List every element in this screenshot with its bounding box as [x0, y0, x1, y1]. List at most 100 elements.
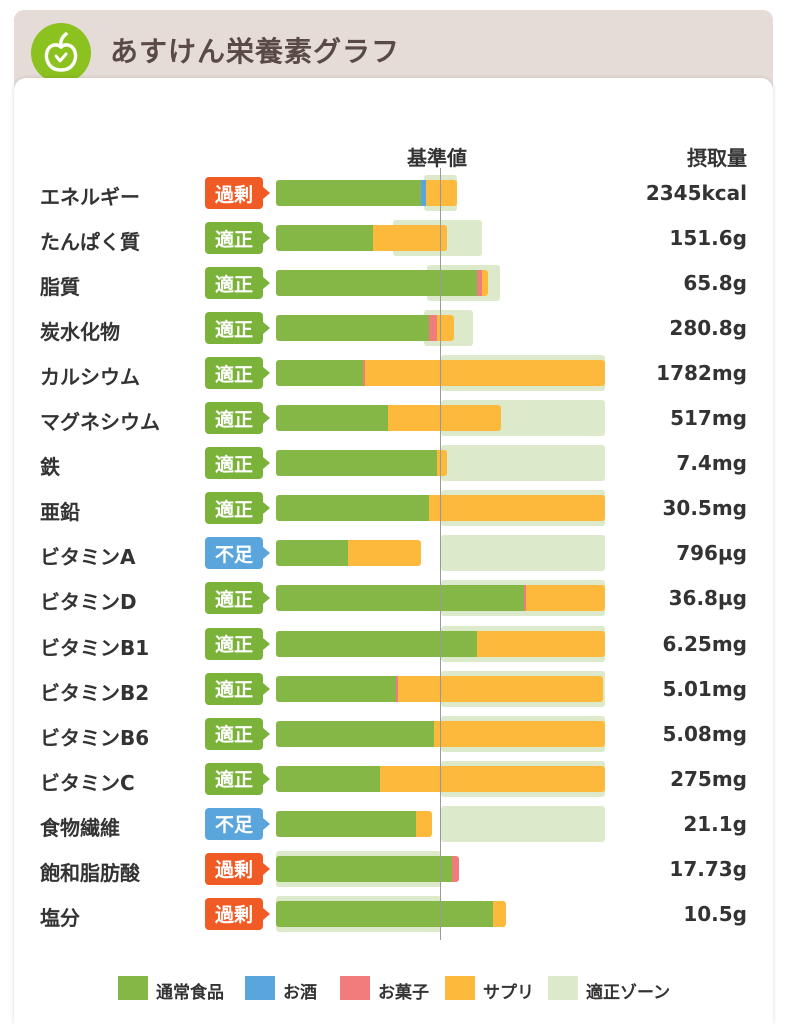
nutrient-row: ビタミンD 適正 36.8µg: [0, 580, 787, 620]
bar-segment-snack: [396, 675, 398, 702]
bar-segment-supplement: [373, 225, 448, 252]
nutrient-label: 食物繊維: [40, 815, 120, 840]
nutrient-label: ビタミンB2: [40, 680, 150, 705]
legend: 通常食品 お酒 お菓子 サプリ 適正ゾーン: [0, 976, 787, 1003]
bar-segment-supplement: [476, 630, 605, 657]
bar-segment-supplement: [433, 720, 605, 747]
status-badge: 適正: [205, 717, 270, 750]
intake-value: 2345kcal: [645, 181, 747, 205]
intake-value: 65.8g: [683, 271, 747, 296]
nutrient-row: 亜鉛 適正 30.5mg: [0, 490, 787, 530]
nutrient-label: ビタミンC: [40, 770, 135, 795]
intake-value: 6.25mg: [662, 631, 747, 656]
nutrient-label: 炭水化物: [40, 320, 120, 345]
nutrient-row: マグネシウム 適正 517mg: [0, 400, 787, 440]
nutrient-row: エネルギー 過剰 2345kcal: [0, 175, 787, 215]
bar-segment-normal: [276, 360, 364, 387]
intake-value: 30.5mg: [662, 496, 747, 521]
intake-value: 5.01mg: [662, 676, 747, 701]
nutrient-label: 亜鉛: [40, 500, 80, 525]
intake-value: 151.6g: [669, 226, 747, 251]
nutrient-label: 飽和脂肪酸: [40, 860, 140, 885]
bar-segment-supplement: [348, 540, 421, 567]
bar-segment-supplement: [437, 315, 454, 342]
legend-swatch: [548, 976, 578, 1000]
bar-segment-normal: [276, 630, 477, 657]
nutrient-label: ビタミンB1: [40, 635, 150, 660]
intake-value: 5.08mg: [662, 721, 747, 746]
status-badge: 適正: [205, 582, 270, 615]
intake-value: 21.1g: [683, 811, 747, 836]
nutrient-label: 鉄: [40, 455, 60, 480]
status-badge: 適正: [205, 492, 270, 525]
nutrient-row: ビタミンB6 適正 5.08mg: [0, 715, 787, 756]
bar-segment-snack: [363, 360, 365, 387]
status-badge: 不足: [205, 537, 270, 570]
bar-segment-normal: [276, 315, 429, 342]
nutrient-label: カルシウム: [40, 365, 140, 390]
nutrient-label: 塩分: [40, 905, 80, 930]
status-badge: 適正: [205, 447, 270, 480]
bar-segment-supplement: [425, 180, 457, 206]
nutrient-row: 飽和脂肪酸 過剰 17.73g: [0, 850, 787, 891]
status-badge: 適正: [205, 267, 270, 300]
bar-segment-supplement: [379, 765, 605, 792]
bar-segment-normal: [276, 900, 494, 927]
intake-value: 796µg: [676, 541, 747, 566]
bar-segment-normal: [276, 855, 452, 882]
intake-value: 17.73g: [669, 856, 747, 881]
legend-swatch: [340, 976, 370, 1000]
intake-value: 36.8µg: [668, 586, 747, 611]
legend-label: お菓子: [378, 983, 429, 1003]
reference-header: 基準値: [407, 146, 467, 170]
bar-segment-normal: [276, 540, 349, 567]
app-title: あすけん栄養素グラフ: [110, 35, 401, 68]
zone-bar: [440, 535, 605, 572]
intake-value: 280.8g: [669, 316, 747, 341]
nutrient-row: ビタミンB1 適正 6.25mg: [0, 625, 787, 666]
bar-segment-normal: [276, 225, 374, 252]
intake-value: 7.4mg: [676, 451, 747, 476]
nutrient-row: ビタミンA 不足 796µg: [0, 535, 787, 575]
reference-line: [440, 168, 441, 940]
bar-segment-normal: [276, 585, 525, 612]
legend-swatch: [245, 976, 275, 1000]
legend-label: お酒: [283, 983, 317, 1003]
status-badge: 適正: [205, 312, 270, 345]
bar-segment-normal: [276, 405, 388, 432]
nutrient-row: たんぱく質 適正 151.6g: [0, 220, 787, 260]
bar-segment-supplement: [428, 495, 605, 522]
legend-label: サプリ: [483, 983, 534, 1003]
bar-segment-snack: [476, 270, 482, 297]
nutrient-row: 塩分 過剰 10.5g: [0, 895, 787, 936]
bar-segment-alcohol: [420, 180, 426, 206]
bar-segment-normal: [276, 180, 421, 206]
intake-value: 275mg: [670, 766, 747, 791]
bar-segment-supplement: [437, 450, 448, 477]
nutrient-label: ビタミンA: [40, 545, 136, 570]
legend-swatch: [118, 976, 148, 1000]
bar-segment-supplement: [481, 270, 489, 297]
bar-segment-normal: [276, 765, 380, 792]
bar-segment-supplement: [364, 360, 605, 387]
legend-label: 適正ゾーン: [586, 983, 671, 1003]
bar-segment-supplement: [526, 585, 605, 612]
bar-segment-normal: [276, 720, 434, 747]
bar-segment-normal: [276, 450, 438, 477]
status-badge: 過剰: [205, 897, 270, 930]
bar-segment-normal: [276, 270, 477, 297]
status-badge: 適正: [205, 402, 270, 435]
status-badge: 適正: [205, 222, 270, 255]
status-badge: 適正: [205, 357, 270, 390]
nutrient-row: 食物繊維 不足 21.1g: [0, 805, 787, 846]
nutrient-row: 鉄 適正 7.4mg: [0, 445, 787, 485]
status-badge: 適正: [205, 627, 270, 660]
apple-icon: [31, 23, 91, 83]
app-header: [14, 10, 773, 90]
bar-segment-normal: [276, 495, 429, 522]
zone-bar: [440, 805, 605, 842]
nutrient-label: ビタミンD: [40, 590, 137, 615]
status-badge: 不足: [205, 807, 270, 840]
nutrient-label: たんぱく質: [40, 230, 140, 255]
intake-header: 摂取量: [687, 146, 747, 170]
